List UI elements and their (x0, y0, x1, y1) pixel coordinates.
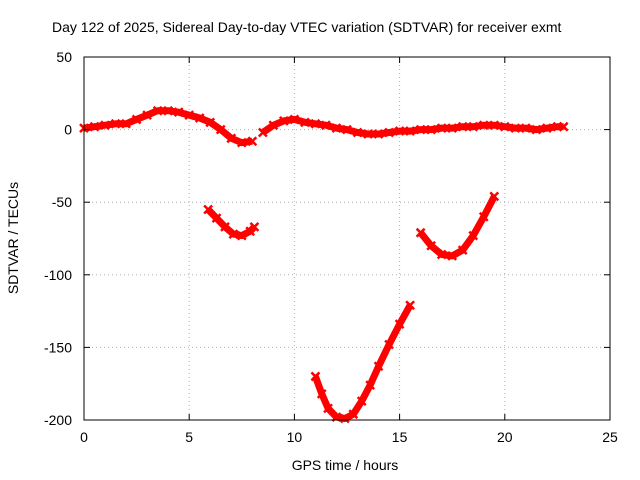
data-point (152, 105, 163, 116)
x-tick-label: 15 (392, 429, 408, 445)
data-point (558, 121, 569, 132)
data-point (289, 114, 300, 125)
data-point (541, 123, 552, 134)
data-point (194, 113, 205, 123)
y-tick-label: 0 (64, 122, 72, 138)
data-point (300, 117, 310, 128)
y-tick-label: 50 (56, 49, 72, 65)
series-layer (79, 105, 569, 424)
data-point (268, 120, 279, 131)
data-point (478, 120, 489, 131)
data-point (131, 114, 142, 125)
data-point (457, 245, 468, 255)
data-point (394, 319, 405, 330)
data-point (363, 129, 373, 139)
x-axis-label: GPS time / hours (292, 457, 399, 473)
y-tick-label: -150 (44, 339, 72, 355)
data-point (321, 120, 331, 131)
data-point (356, 396, 367, 407)
data-point (257, 127, 268, 138)
series-arc-1 (83, 107, 253, 147)
data-point (173, 107, 184, 118)
data-point (348, 409, 359, 420)
data-point (426, 124, 437, 135)
x-tick-label: 25 (602, 429, 618, 445)
x-tick-label: 10 (287, 429, 303, 445)
data-point (489, 120, 500, 131)
data-point (310, 371, 321, 382)
data-point (110, 118, 121, 129)
data-point (249, 222, 260, 232)
data-point (405, 126, 416, 136)
data-point (436, 249, 447, 260)
plot-frame (83, 56, 611, 421)
data-point (499, 121, 510, 132)
data-point (340, 413, 350, 424)
data-point (323, 403, 333, 414)
data-point (278, 116, 289, 126)
data-point (211, 213, 222, 224)
data-point (226, 133, 237, 144)
data-point (373, 129, 384, 139)
x-tick-label: 20 (497, 429, 513, 445)
data-point (531, 124, 542, 135)
data-point (184, 110, 195, 120)
data-point (415, 227, 426, 238)
data-point (89, 121, 100, 132)
data-point (489, 191, 500, 202)
data-point (205, 117, 216, 128)
data-point (203, 204, 214, 215)
data-point (447, 251, 458, 261)
x-tick-label: 5 (185, 429, 193, 445)
data-point (352, 127, 363, 138)
data-point (468, 121, 479, 132)
y-axis-label: SDTVAR / TECUs (5, 182, 21, 294)
data-point (228, 229, 239, 240)
data-point (342, 124, 352, 135)
data-point (478, 211, 489, 222)
data-point (415, 124, 426, 135)
x-tick-label: 0 (80, 429, 88, 445)
data-point (121, 118, 131, 129)
data-point (316, 388, 327, 399)
y-tick-label: -100 (44, 267, 72, 283)
data-point (468, 230, 479, 241)
data-point (394, 126, 405, 136)
data-point (163, 105, 174, 116)
data-point (426, 240, 437, 251)
data-point (436, 123, 447, 134)
chart-title: Day 122 of 2025, Sidereal Day-to-day VTE… (52, 19, 561, 35)
data-point (142, 110, 153, 120)
data-point (457, 121, 468, 132)
data-point (510, 123, 521, 134)
data-point (447, 123, 458, 134)
data-point (365, 380, 376, 391)
data-point (310, 118, 321, 129)
data-point (384, 339, 394, 350)
ticks: 0 5 10 15 20 25 50 0 -50 -100 -150 -200 (44, 49, 618, 445)
data-point (405, 300, 416, 311)
data-point (236, 230, 247, 241)
data-point (331, 123, 342, 134)
data-point (247, 136, 258, 147)
data-point (373, 361, 384, 372)
y-tick-label: -200 (44, 412, 72, 428)
data-point (100, 120, 110, 131)
data-point (384, 127, 394, 138)
y-tick-label: -50 (52, 194, 72, 210)
data-point (236, 137, 247, 148)
data-point (220, 222, 230, 232)
data-point (520, 123, 531, 134)
data-point (215, 124, 226, 135)
